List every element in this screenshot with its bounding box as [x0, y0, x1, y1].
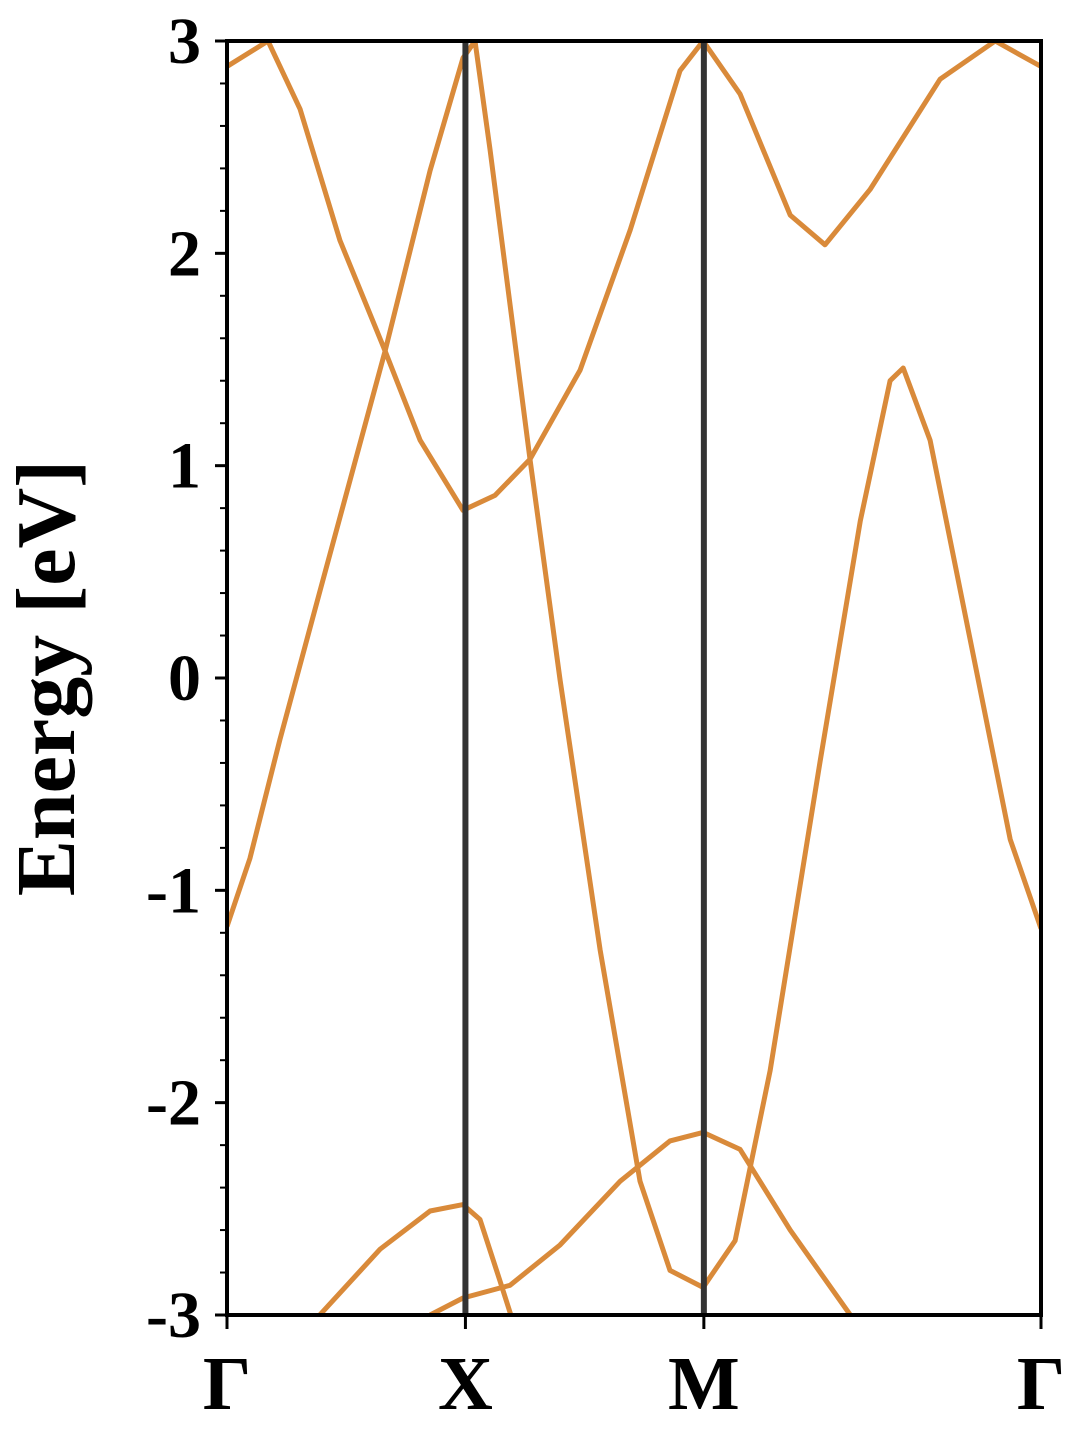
y-tick-label: -1 — [146, 854, 201, 927]
band-line — [227, 41, 1041, 513]
y-axis-label: Energy [eV] — [0, 460, 93, 896]
x-tick-label: X — [438, 1342, 493, 1426]
y-tick-label: 0 — [168, 642, 201, 715]
y-tick-label: -2 — [146, 1067, 201, 1140]
band-line — [428, 1129, 853, 1315]
x-tick-label: Γ — [203, 1342, 251, 1426]
x-tick-label: Γ — [1017, 1342, 1065, 1426]
y-tick-label: 1 — [168, 430, 201, 503]
band-line — [227, 41, 1041, 1290]
y-tick-label: 2 — [168, 217, 201, 290]
y-tick-label: 3 — [168, 5, 201, 78]
x-tick-label: M — [668, 1342, 740, 1426]
plot-frame — [225, 39, 1043, 1317]
band-line — [316, 1202, 514, 1315]
y-tick-label: -3 — [146, 1279, 201, 1352]
